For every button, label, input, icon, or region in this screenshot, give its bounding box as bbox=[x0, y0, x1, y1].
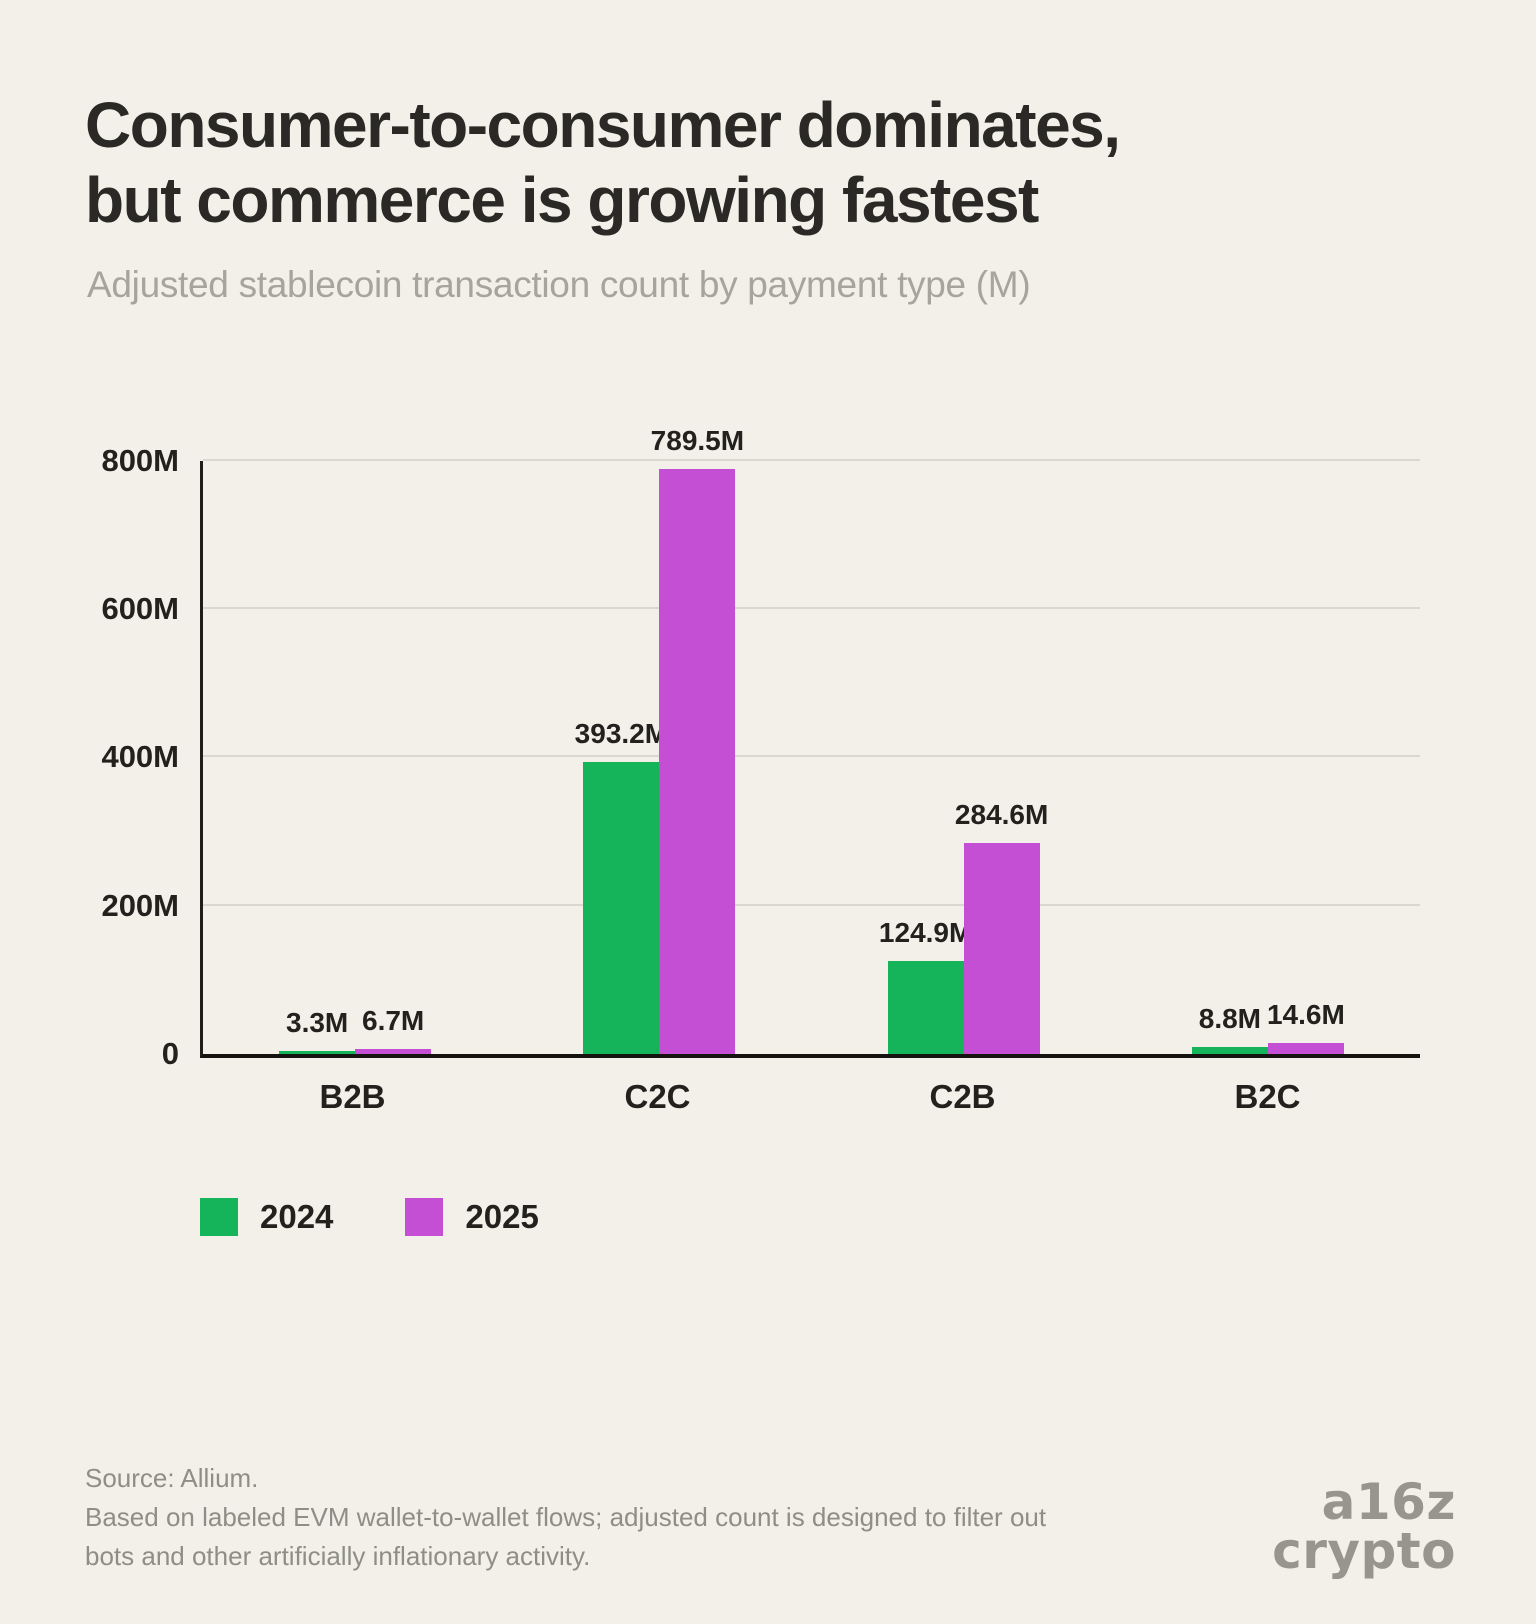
bar-value-label: 124.9M bbox=[878, 917, 973, 949]
legend-label: 2025 bbox=[465, 1197, 539, 1235]
note-line-1: Based on labeled EVM wallet-to-wallet fl… bbox=[85, 1502, 1047, 1532]
legend-label: 2024 bbox=[260, 1197, 334, 1235]
bar-2024-b2c: 8.8M bbox=[1191, 1003, 1268, 1054]
bar-value-label: 789.5M bbox=[650, 424, 745, 456]
x-tick-label: B2C bbox=[1234, 1077, 1301, 1115]
legend-swatch bbox=[405, 1197, 444, 1236]
chart-title-line2: but commerce is growing fastest bbox=[85, 163, 1039, 236]
bar-value-label: 14.6M bbox=[1266, 998, 1345, 1030]
bar-value-label: 284.6M bbox=[954, 798, 1049, 830]
infographic: Consumer-to-consumer dominates, but comme… bbox=[0, 88, 1536, 1576]
y-tick-label: 400M bbox=[101, 739, 179, 775]
source-note: Source: Allium. Based on labeled EVM wal… bbox=[85, 1459, 1046, 1576]
gridline bbox=[203, 755, 1420, 758]
bar-2025-b2c: 14.6M bbox=[1267, 999, 1345, 1054]
legend-swatch bbox=[200, 1197, 238, 1236]
bar-value-label: 8.8M bbox=[1198, 1003, 1261, 1035]
bar-2024-c2c: 393.2M bbox=[575, 718, 668, 1054]
gridline bbox=[203, 607, 1420, 609]
bar-2024-c2b: 124.9M bbox=[879, 917, 972, 1054]
y-tick-label: 200M bbox=[101, 887, 179, 923]
y-tick-label: 0 bbox=[161, 1035, 179, 1071]
footer: Source: Allium. Based on labeled EVM wal… bbox=[85, 1459, 1456, 1576]
x-tick-label: B2B bbox=[319, 1077, 386, 1115]
gridline bbox=[203, 903, 1420, 906]
gridline bbox=[203, 458, 1420, 461]
legend: 2024 2025 bbox=[200, 1197, 1536, 1236]
bar-group-c2c: 393.2M 789.5M bbox=[507, 425, 811, 1054]
chart-title: Consumer-to-consumer dominates, but comme… bbox=[85, 88, 1456, 238]
x-tick-label: C2B bbox=[929, 1077, 996, 1115]
bar-2025-c2b: 284.6M bbox=[955, 799, 1048, 1054]
x-axis-labels: B2B C2C C2B B2C bbox=[200, 1078, 1420, 1116]
bar-value-label: 393.2M bbox=[574, 718, 669, 750]
a16z-crypto-logo: a16z crypto bbox=[1272, 1473, 1456, 1580]
bar-2025-c2c: 789.5M bbox=[651, 425, 744, 1054]
bars-layer: 3.3M 6.7M 393.2M 789.5M 124.9M 284.6M 8.8M 14.6… bbox=[203, 425, 1420, 1054]
y-tick-label: 600M bbox=[101, 591, 179, 626]
y-tick-label: 800M bbox=[101, 442, 179, 478]
logo-line-1: a16z bbox=[1321, 1473, 1456, 1531]
note-line-2: bots and other artificially inflationary… bbox=[85, 1541, 591, 1571]
bar-value-label: 3.3M bbox=[286, 1006, 349, 1038]
logo-line-2: crypto bbox=[1272, 1522, 1456, 1580]
bar-chart: 0 200M 400M 600M 800M 3.3M 6.7M 393.2M 789.5M 124… bbox=[0, 425, 1536, 1116]
bar-group-c2b: 124.9M 284.6M bbox=[812, 461, 1116, 1054]
chart-subtitle: Adjusted stablecoin transaction count by… bbox=[87, 263, 1031, 305]
legend-item-2025: 2025 bbox=[405, 1197, 539, 1236]
bar-group-b2c: 8.8M 14.6M bbox=[1116, 461, 1420, 1054]
plot-area: 0 200M 400M 600M 800M 3.3M 6.7M 393.2M 789.5M 124… bbox=[101, 425, 1420, 1071]
bar-group-b2b: 3.3M 6.7M bbox=[203, 461, 507, 1054]
chart-title-line1: Consumer-to-consumer dominates, bbox=[85, 89, 1121, 161]
bar-2024-b2b: 3.3M bbox=[279, 1007, 356, 1054]
legend-item-2024: 2024 bbox=[200, 1197, 334, 1236]
bar-2025-b2b: 6.7M bbox=[355, 1005, 432, 1054]
x-tick-label: C2C bbox=[624, 1077, 691, 1115]
source-line: Source: Allium. bbox=[85, 1463, 259, 1493]
bar-value-label: 6.7M bbox=[362, 1004, 425, 1036]
